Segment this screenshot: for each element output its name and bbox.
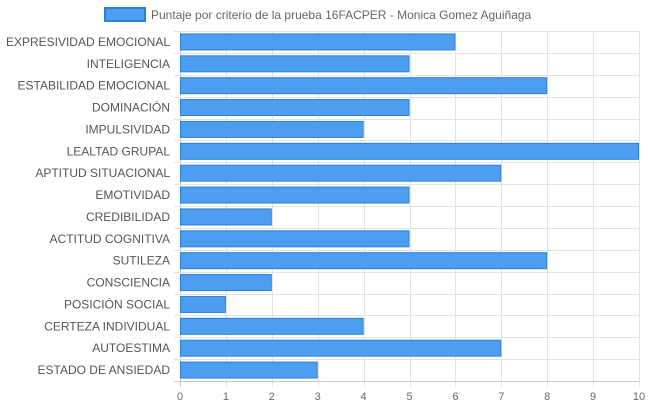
category-label: CONSCIENCIA [87, 276, 170, 290]
bars [180, 33, 639, 379]
x-tick-label: 2 [269, 391, 275, 403]
legend-swatch [104, 7, 146, 22]
category-label: INTELIGENCIA [87, 57, 170, 71]
bar[interactable] [180, 317, 364, 335]
bar[interactable] [180, 186, 410, 204]
legend-label: Puntaje por criterio de la prueba 16FACP… [151, 8, 532, 22]
category-label: APTITUD SITUACIONAL [35, 166, 170, 180]
category-label: LEALTAD GRUPAL [67, 144, 171, 158]
category-label: SUTILEZA [113, 254, 170, 268]
x-tick-label: 8 [544, 391, 550, 403]
bar[interactable] [180, 77, 548, 95]
bar[interactable] [180, 55, 410, 73]
bar[interactable] [180, 120, 364, 138]
category-label: ACTITUD COGNITIVA [50, 232, 170, 246]
category-label: CREDIBILIDAD [86, 210, 170, 224]
x-tick-label: 5 [406, 391, 412, 403]
category-labels: EXPRESIVIDAD EMOCIONAL INTELIGENCIA ESTABI… [6, 35, 170, 377]
category-label: EMOTIVIDAD [95, 188, 170, 202]
bar[interactable] [180, 339, 502, 357]
category-label: POSICIÓN SOCIAL [64, 296, 170, 311]
category-label: EXPRESIVIDAD EMOCIONAL [6, 35, 170, 49]
x-tick-label: 9 [590, 391, 596, 403]
bar[interactable] [180, 208, 272, 226]
x-tick-label: 10 [633, 391, 645, 403]
bar[interactable] [180, 274, 272, 292]
category-label: CERTEZA INDIVIDUAL [44, 319, 170, 333]
bar[interactable] [180, 33, 456, 51]
bar[interactable] [180, 230, 410, 248]
bar[interactable] [180, 142, 639, 160]
category-label: ESTADO DE ANSIEDAD [38, 363, 171, 377]
category-label: IMPULSIVIDAD [85, 122, 170, 136]
category-label: AUTOESTIMA [92, 341, 170, 355]
bar[interactable] [180, 361, 318, 379]
bar[interactable] [180, 99, 410, 117]
x-tick-label: 3 [315, 391, 321, 403]
bar[interactable] [180, 295, 226, 313]
bar[interactable] [180, 252, 548, 270]
bar[interactable] [180, 164, 502, 182]
x-tick-label: 7 [498, 391, 504, 403]
x-axis-ticks: 0 1 2 3 4 5 6 7 8 9 10 [177, 391, 645, 403]
x-tick-label: 6 [452, 391, 458, 403]
legend[interactable]: Puntaje por criterio de la prueba 16FACP… [104, 7, 532, 22]
x-tick-label: 4 [361, 391, 367, 403]
x-tick-label: 0 [177, 391, 183, 403]
x-tick-label: 1 [223, 391, 229, 403]
category-label: ESTABILIDAD EMOCIONAL [18, 79, 171, 93]
category-label: DOMINACIÓN [92, 100, 170, 115]
